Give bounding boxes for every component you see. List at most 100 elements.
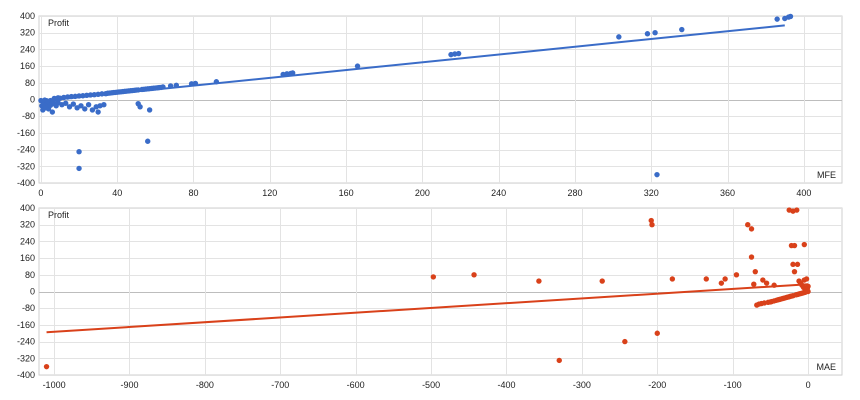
chart-0-data-point [167,83,174,89]
chart-1-data-point [790,261,796,268]
chart-0-data-point [89,107,96,113]
chart-0-data-point [82,106,88,112]
chart-0-data-point [76,148,82,155]
chart-0-x-axis-label: MFE [817,170,836,180]
chart-1-data-point [556,357,562,364]
chart-0-x-tick-label: 160 [339,188,354,198]
chart-0-plot-area [38,15,843,184]
chart-1-data-point [669,276,676,282]
chart-1-data-point [599,278,605,284]
chart-0-data-point [173,82,180,89]
chart-0-data-point [95,109,101,115]
chart-1-data-point [794,207,800,213]
chart-0-y-tick-label: -400 [17,178,35,188]
chart-0-data-point [99,91,105,97]
chart-0-x-tick-label: 120 [262,188,277,198]
chart-1-data-point [801,241,808,248]
chart-1-y-tick-label: 320 [20,220,35,230]
chart-1-y-tick-label: 400 [20,203,35,213]
chart-0-y-tick-label: 400 [20,11,35,21]
chart-0-x-tick-label: 200 [415,188,430,198]
chart-0-x-tick-label: 80 [188,188,198,198]
chart-0-data-point [679,26,685,33]
chart-0-y-tick-label: -80 [22,111,35,121]
chart-0-data-point [213,79,220,85]
chart-1-data-point [536,278,542,284]
chart-0-data-point [652,30,658,36]
chart-0-data-point [76,165,82,172]
chart-0-data-point [455,50,462,57]
chart-1-data-point [430,274,437,280]
chart-0-data-point [145,138,151,144]
chart-0-data-point [774,16,780,22]
chart-1-data-point [654,330,660,336]
chart-0-x-tick-label: 240 [491,188,506,198]
chart-1-x-tick-label: -800 [196,380,214,390]
chart-1-data-point [718,280,725,286]
chart-0-data-point [354,63,361,69]
chart-1-data-point [805,283,811,289]
chart-0-data-point [101,102,107,108]
chart-1-data-point [771,282,777,288]
chart-0-y-tick-label: 0 [30,95,35,105]
chart-0-x-tick-label: 320 [644,188,659,198]
chart-1-y-tick-label: -80 [22,303,35,313]
chart-1-x-tick-label: -1000 [43,380,66,390]
chart-1-x-tick-label: -300 [573,380,591,390]
chart-0-y-axis-label: Profit [48,18,70,28]
chart-1-data-point [471,272,477,278]
chart-1-data-point [722,276,728,282]
chart-0-data-point [146,107,153,113]
mae-profit-chart: -400-320-240-160-80080160240320400-1000-… [17,203,843,390]
chart-0-y-tick-label: 320 [20,28,35,38]
chart-0-x-tick-label: 280 [567,188,582,198]
chart-0-x-tick-label: 400 [796,188,811,198]
chart-0-y-tick-label: -160 [17,128,35,138]
chart-1-data-point [805,288,811,295]
chart-0-y-tick-label: 80 [25,78,35,88]
chart-1-data-point [760,277,766,283]
chart-1-data-point [803,276,810,282]
chart-0-data-point [192,80,199,87]
chart-1-data-point [745,222,751,228]
chart-0-x-tick-label: 0 [38,188,43,198]
chart-1-y-tick-label: 240 [20,236,35,246]
chart-1-y-tick-label: -240 [17,337,35,347]
chart-1-x-axis-label: MAE [816,362,836,372]
chart-1-data-point [733,272,740,278]
chart-1-x-tick-label: -200 [648,380,666,390]
chart-0-y-tick-label: -320 [17,161,35,171]
chart-0-data-point [289,70,296,76]
chart-0-data-point [70,101,77,107]
chart-1-y-axis-label: Profit [48,210,70,220]
chart-1-x-tick-label: -900 [120,380,138,390]
chart-1-x-tick-label: -100 [724,380,742,390]
chart-0-data-point [160,84,166,90]
chart-0-data-point [68,93,75,100]
chart-1-data-point [622,338,628,345]
chart-1-data-point [752,268,758,275]
chart-1-y-tick-label: -400 [17,370,35,380]
chart-0-y-tick-label: 160 [20,61,35,71]
chart-1-data-point [763,280,770,286]
chart-1-trendline [46,283,809,334]
chart-0-x-tick-label: 360 [720,188,735,198]
chart-1-y-tick-label: -160 [17,320,35,330]
chart-0-x-tick-label: 40 [112,188,122,198]
chart-1-data-point [703,276,709,282]
chart-0-data-point [654,171,660,178]
chart-1-data-point [751,281,757,287]
chart-1-x-tick-label: 0 [806,380,811,390]
chart-0-data-point [76,93,82,99]
chart-0-data-point [66,104,73,110]
chart-0-y-tick-label: 240 [20,44,35,54]
chart-1-data-point [748,226,755,232]
chart-0-data-point [63,100,69,106]
chart-0-data-point [616,34,622,40]
chart-1-data-point [649,222,655,228]
chart-1-x-tick-label: -700 [271,380,289,390]
chart-1-plot-area [38,207,843,376]
chart-1-x-tick-label: -500 [422,380,440,390]
chart-1-x-tick-label: -600 [347,380,365,390]
chart-0-y-tick-label: -240 [17,145,35,155]
